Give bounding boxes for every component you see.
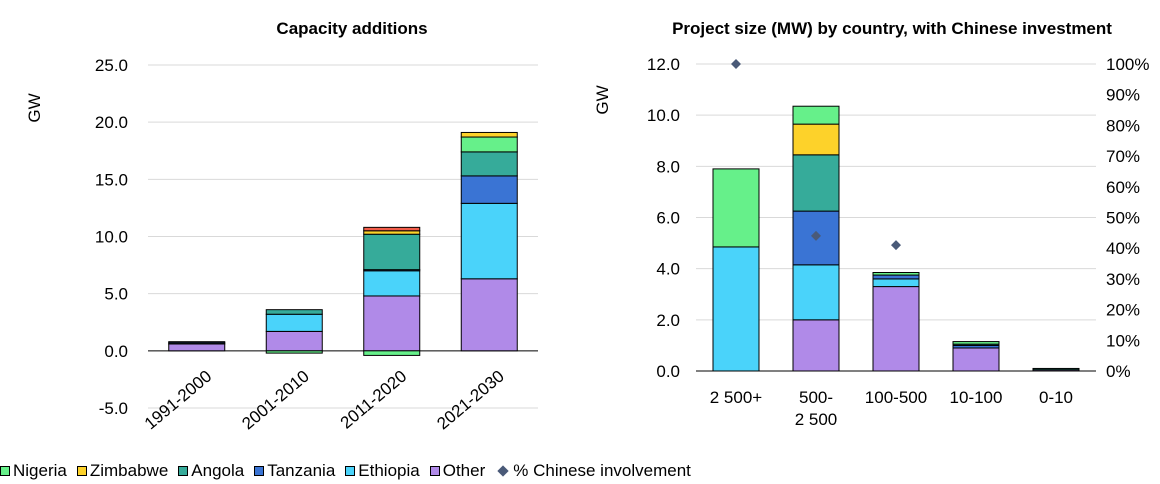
legend-label: Ethiopia: [358, 461, 420, 480]
legend-label: Other: [442, 461, 486, 480]
chart1-bar-ethiopia: [265, 313, 323, 332]
chart1-x-tick-label: 2021-2030: [433, 367, 508, 434]
chart2-y-tick-label: 0.0: [656, 362, 680, 381]
chart2-y2-tick-label: 60%: [1106, 178, 1140, 197]
chart2-chinese-involvement-marker: [811, 230, 821, 241]
chart2-y2-tick-label: 90%: [1106, 86, 1140, 105]
legend-label: Tanzania: [267, 461, 336, 480]
chart2-x-tick-label: 500-: [799, 388, 833, 407]
chart1-bar-other: [460, 278, 518, 352]
chart2-y2-tick-label: 20%: [1106, 301, 1140, 320]
legend-swatch: [345, 466, 356, 476]
chart1-bar-angola: [265, 309, 323, 315]
chart2-y2-tick-label: 10%: [1106, 331, 1140, 350]
legend-item-angola: Angola: [178, 461, 244, 481]
chart2-y2-tick-label: 30%: [1106, 270, 1140, 289]
chart1-y-tick-label: 15.0: [95, 170, 128, 189]
chart2-y-axis-label: GW: [593, 85, 612, 114]
chart1-bar-zimbabwe: [363, 230, 421, 235]
chart2-y2-tick-label: 40%: [1106, 239, 1140, 258]
chart2-bar-tanzania: [872, 274, 920, 280]
chart2-bar-other: [872, 286, 920, 372]
chart2-bar-other: [792, 319, 840, 372]
legend-item-nigeria: Nigeria: [0, 461, 67, 481]
legend-swatch: [76, 466, 87, 476]
chart2-y2-tick-label: 70%: [1106, 147, 1140, 166]
chart2-bar-zimbabwe: [792, 123, 840, 156]
chart1-bar-angola: [363, 233, 421, 271]
chart2-bar-ethiopia: [712, 246, 760, 372]
chart2-bar-angola: [792, 154, 840, 212]
legend-item-ethiopia: Ethiopia: [345, 461, 420, 481]
chart2-y2-tick-label: 0%: [1106, 362, 1131, 381]
chart1-bar-zimbabwe: [460, 131, 518, 138]
chart2-bar-ethiopia: [872, 278, 920, 288]
chart1-bar-nigeria: [363, 350, 421, 356]
chart1-bar-nigeria: [460, 136, 518, 153]
chart2-x-tick-label: 2 500+: [710, 388, 763, 407]
chart2-y-tick-label: 8.0: [656, 157, 680, 176]
chart2-x-tick-label: 100-500: [865, 388, 927, 407]
chart2-bar-nigeria: [712, 168, 760, 248]
chart2-y-tick-label: 6.0: [656, 209, 680, 228]
chart2-y-tick-label: 4.0: [656, 260, 680, 279]
chart1-y-axis-label: GW: [25, 93, 44, 122]
chart1-bar-nigeria: [265, 350, 323, 354]
chart2-y2-tick-label: 80%: [1106, 116, 1140, 135]
chart2-title: Project size (MW) by country, with Chine…: [672, 19, 1112, 38]
project-size-chart: Project size (MW) by country, with Chine…: [593, 19, 1149, 429]
legend-label: % Chinese involvement: [513, 461, 691, 480]
legend-swatch: [254, 466, 265, 476]
legend-item-other: Other: [429, 461, 486, 481]
chart1-y-tick-label: 10.0: [95, 228, 128, 247]
legend-swatch: [429, 466, 440, 476]
chart1-x-tick-label: 2011-2020: [337, 367, 411, 433]
chart1-bar-tanzania: [460, 175, 518, 204]
legend-swatch: [178, 466, 189, 476]
legend-item-zimbabwe: Zimbabwe: [76, 461, 169, 481]
chart1-y-tick-label: 0.0: [104, 342, 128, 361]
chart1-bar-ethiopia: [363, 270, 421, 297]
chart1-bar-other-red: [363, 226, 421, 232]
legend-item-tanzania: Tanzania: [254, 461, 335, 481]
chart2-y2-tick-label: 100%: [1106, 55, 1149, 74]
chart2-bar-ethiopia: [792, 264, 840, 321]
chart1-y-tick-label: 5.0: [104, 285, 128, 304]
chart2-chinese-involvement-marker: [891, 240, 901, 251]
chart2-chinese-involvement-marker: [731, 59, 741, 69]
chart2-bar-angola: [1032, 367, 1080, 371]
chart1-x-tick-label: 1991-2000: [141, 367, 216, 434]
chart2-bar-other: [952, 347, 1000, 372]
legend: Nigeria Zimbabwe Angola Tanzania Ethiopia Oth…: [0, 459, 701, 483]
chart1-x-tick-label: 2001-2010: [238, 367, 313, 434]
chart1-y-tick-label: 20.0: [95, 113, 128, 132]
legend-label: Angola: [191, 461, 245, 480]
chart1-y-tick-label: -5.0: [99, 399, 128, 418]
chart1-y-tick-label: 25.0: [95, 56, 128, 75]
chart2-bar-nigeria: [952, 341, 1000, 345]
chart2-y-tick-label: 10.0: [647, 106, 680, 125]
chart2-x-tick-label: 0-10: [1039, 388, 1073, 407]
legend-label: Zimbabwe: [89, 461, 169, 480]
capacity-additions-chart: Capacity additions GW -5.0 0.0 5.0 10.0 15.0…: [25, 19, 538, 433]
chart1-bar-other: [168, 343, 226, 352]
chart2-y-tick-label: 2.0: [656, 311, 680, 330]
chart2-y2-tick-label: 50%: [1106, 209, 1140, 228]
chart2-x-tick-label: 10-100: [950, 388, 1003, 407]
chart1-title: Capacity additions: [276, 19, 427, 38]
legend-item-marker: % Chinese involvement: [495, 461, 691, 481]
legend-label: Nigeria: [13, 461, 67, 480]
chart2-y-tick-label: 12.0: [647, 55, 680, 74]
chart1-bar-tanzania: [168, 341, 226, 344]
chart1-bar-ethiopia: [460, 202, 518, 280]
chart2-bar-nigeria: [792, 105, 840, 125]
chart2-bar-nigeria: [872, 272, 920, 276]
chart1-bar-other: [265, 330, 323, 352]
chart2-x-tick-label: 2 500: [795, 410, 838, 429]
legend-marker-diamond: [497, 465, 509, 477]
chart1-bar-other: [363, 295, 421, 352]
chart1-bar-angola: [460, 151, 518, 177]
legend-swatch: [0, 466, 10, 476]
